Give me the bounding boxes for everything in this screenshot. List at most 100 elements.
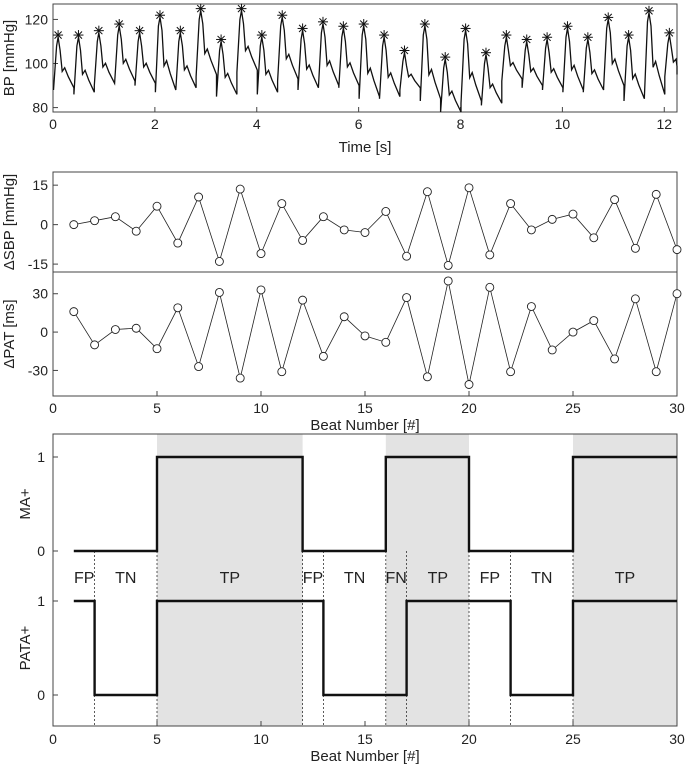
- dpat-series-line: [73, 280, 678, 385]
- bp-x-tick-label: 12: [656, 116, 672, 132]
- dsbp-data-point: [360, 228, 370, 237]
- dsbp-y-tick-label: 0: [40, 217, 48, 233]
- dpat-data-point: [547, 345, 557, 355]
- bp-x-tick-label: 6: [355, 116, 363, 132]
- bp-peak-marker: [419, 19, 430, 30]
- bp-y-axis-label: BP [mmHg]: [1, 20, 18, 96]
- segment-label: TN: [531, 570, 552, 587]
- dpat-data-point: [443, 276, 453, 286]
- bp-peak-marker: [53, 30, 64, 41]
- positive-shaded-region: [157, 434, 303, 726]
- dpat-x-tick-label: 25: [565, 400, 581, 416]
- dsbp-series-line: [73, 186, 678, 267]
- bp-peak-marker: [440, 52, 451, 63]
- dsbp-data-point: [651, 189, 661, 199]
- class-x-tick-label: 10: [253, 731, 269, 747]
- dpat-data-point: [318, 351, 328, 361]
- ma-step-line: [73, 455, 677, 553]
- class-x-tick-label: 20: [461, 731, 477, 747]
- dsbp-y-tick-label: -15: [28, 256, 48, 272]
- bp-axes-frame: [52, 3, 678, 113]
- bp-y-tick-label: 80: [32, 100, 48, 116]
- dpat-data-point: [152, 344, 162, 354]
- bp-peak-marker: [338, 21, 349, 32]
- dpat-data-point: [110, 325, 120, 334]
- bp-x-tick-label: 2: [151, 116, 159, 132]
- dpat-data-point: [526, 302, 536, 311]
- bp-peak-marker: [216, 34, 227, 45]
- bp-peak-marker: [114, 19, 125, 30]
- dsbp-y-axis-label: ΔSBP [mmHg]: [1, 174, 18, 270]
- bp-peak-marker: [277, 10, 288, 21]
- dsbp-data-point: [610, 195, 620, 205]
- dsbp-data-point: [485, 250, 495, 260]
- dsbp-data-point: [277, 199, 287, 209]
- dpat-x-tick-label: 30: [669, 400, 685, 416]
- bp-peak-marker: [542, 32, 553, 43]
- dsbp-data-point: [526, 225, 536, 235]
- segment-label: FN: [386, 570, 407, 587]
- dsbp-data-point: [464, 183, 474, 193]
- dsbp-data-point: [298, 235, 308, 245]
- dsbp-data-point: [152, 201, 162, 211]
- dsbp-data-point: [568, 209, 578, 219]
- dsbp-data-point: [214, 257, 224, 266]
- dpat-y-tick-label: -30: [28, 362, 48, 378]
- dsbp-axes-frame: [52, 171, 678, 273]
- segment-label: FP: [480, 570, 500, 587]
- class-y-axis-label: MA+: [17, 488, 34, 520]
- bp-peak-marker: [379, 30, 390, 41]
- dpat-data-point: [589, 316, 599, 326]
- bp-peak-marker: [501, 30, 512, 41]
- dsbp-data-point: [443, 260, 453, 270]
- bp-peak-marker: [256, 30, 267, 41]
- dpat-data-point: [90, 340, 100, 350]
- dsbp-y-tick-label: 15: [32, 177, 48, 193]
- dpat-y-tick-label: 30: [32, 286, 48, 302]
- dpat-data-point: [422, 372, 432, 382]
- bp-peak-marker: [603, 12, 614, 23]
- dpat-data-point: [651, 367, 661, 377]
- dpat-x-tick-label: 0: [49, 400, 57, 416]
- bp-y-tick-label: 100: [25, 56, 49, 72]
- bp-peak-marker: [175, 25, 186, 36]
- segment-label: TN: [115, 570, 136, 587]
- segment-label: TP: [220, 570, 240, 587]
- dpat-data-point: [339, 312, 349, 322]
- dsbp-data-point: [318, 212, 328, 222]
- bp-x-axis-label: Time [s]: [339, 139, 392, 156]
- bp-peak-marker: [317, 16, 328, 27]
- dpat-data-point: [194, 362, 204, 372]
- dsbp-data-point: [69, 220, 79, 230]
- bp-peak-marker: [73, 30, 84, 41]
- bp-x-tick-label: 4: [253, 116, 261, 132]
- segment-label: FP: [74, 570, 94, 587]
- segment-label: TP: [428, 570, 448, 587]
- class-x-tick-label: 15: [357, 731, 373, 747]
- bp-peak-marker: [195, 3, 206, 14]
- bp-peak-marker: [154, 10, 165, 21]
- bp-peak-marker: [643, 5, 654, 16]
- dpat-x-tick-label: 20: [461, 400, 477, 416]
- dpat-x-tick-label: 10: [253, 400, 269, 416]
- dsbp-data-point: [402, 251, 412, 261]
- dpat-data-point: [360, 331, 370, 341]
- positive-shaded-region: [385, 434, 469, 726]
- dsbp-data-point: [173, 238, 183, 248]
- bp-peak-marker: [562, 21, 573, 32]
- dpat-data-point: [506, 367, 516, 377]
- dpat-x-axis-label: Beat Number [#]: [310, 417, 419, 434]
- dsbp-data-point: [90, 216, 100, 226]
- delta-sbp-panel: -15 0 15 ΔSBP [mmHg]: [1, 171, 682, 273]
- dsbp-data-point: [194, 192, 204, 202]
- dpat-data-point: [630, 294, 640, 304]
- class-x-tick-label: 0: [49, 731, 57, 747]
- pata-step-line: [73, 599, 677, 697]
- class-y-axis-label: PATA+: [17, 625, 34, 670]
- dpat-y-tick-label: 0: [40, 324, 48, 340]
- bp-peak-marker: [134, 25, 145, 36]
- dpat-x-tick-label: 15: [357, 400, 373, 416]
- bp-peak-marker: [399, 45, 410, 56]
